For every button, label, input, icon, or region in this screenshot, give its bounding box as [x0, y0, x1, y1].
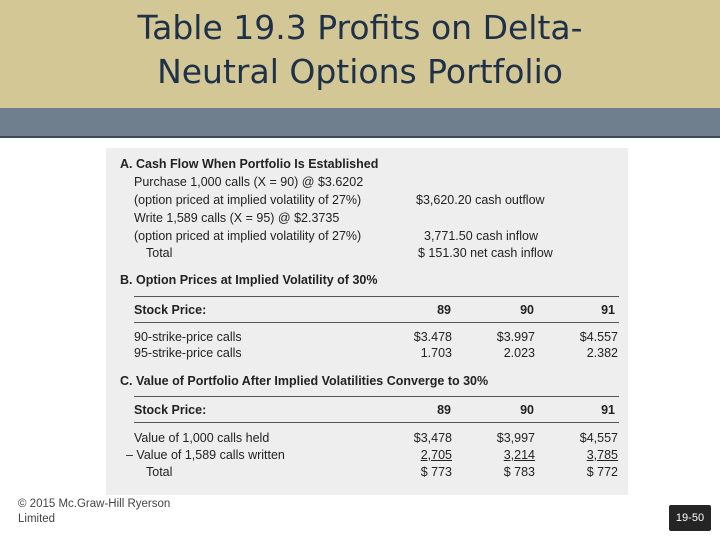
slide-title: Table 19.3 Profits on Delta- Neutral Opt…	[0, 6, 720, 94]
table-row-label: 95-strike-price calls	[134, 346, 242, 360]
section-b-header-rule	[134, 322, 619, 323]
section-c-col-89: 89	[437, 403, 451, 417]
table-cell: 2.023	[503, 346, 535, 360]
slide-title-line-1: Table 19.3 Profits on Delta-	[137, 8, 583, 47]
copyright-line-2: Limited	[18, 513, 56, 525]
table-cell: $3.997	[496, 330, 535, 344]
table-cell: 3,214	[503, 448, 535, 462]
copyright-line-1: © 2015 Mc.Graw-Hill Ryerson	[18, 498, 171, 510]
table-cell: $ 773	[420, 465, 452, 479]
section-a-heading: A. Cash Flow When Portfolio Is Establish…	[120, 157, 379, 171]
section-b-col-89: 89	[437, 303, 451, 317]
title-underbar-line	[0, 136, 720, 138]
slide-title-line-2: Neutral Options Portfolio	[157, 52, 563, 91]
table-cell: 2.382	[586, 346, 618, 360]
table-cell: $3,997	[496, 431, 535, 445]
section-b-col-90: 90	[520, 303, 534, 317]
table-cell: $4,557	[579, 431, 618, 445]
table-cell: 1.703	[420, 346, 452, 360]
section-b-top-rule	[134, 296, 619, 297]
section-c-col-90: 90	[520, 403, 534, 417]
section-a-total-amount: $ 151.30 net cash inflow	[418, 246, 553, 260]
table-cell: 2,705	[420, 448, 452, 462]
section-c-stock-price-label: Stock Price:	[134, 403, 207, 417]
profits-table: A. Cash Flow When Portfolio Is Establish…	[106, 148, 628, 495]
title-band: Table 19.3 Profits on Delta- Neutral Opt…	[0, 0, 720, 109]
purchase-note: (option priced at implied volatility of …	[134, 193, 362, 207]
table-row-label: Value of 1,000 calls held	[134, 431, 270, 445]
table-row-label: 90-strike-price calls	[134, 330, 242, 344]
purchase-amount: $3,620.20 cash outflow	[416, 193, 545, 207]
table-cell: $ 783	[503, 465, 535, 479]
table-cell: $3,478	[413, 431, 452, 445]
section-b-stock-price-label: Stock Price:	[134, 303, 207, 317]
table-cell: 3,785	[586, 448, 618, 462]
purchase-calls-text: Purchase 1,000 calls (X = 90) @ $3.6202	[134, 175, 364, 189]
write-note: (option priced at implied volatility of …	[134, 229, 362, 243]
write-calls-text: Write 1,589 calls (X = 95) @ $2.3735	[134, 211, 340, 225]
section-a-total-label: Total	[146, 246, 173, 260]
section-c-col-91: 91	[601, 403, 615, 417]
table-cell: $ 772	[586, 465, 618, 479]
section-c-heading: C. Value of Portfolio After Implied Vola…	[120, 374, 489, 388]
write-amount: 3,771.50 cash inflow	[424, 229, 538, 243]
table-row-label: – Value of 1,589 calls written	[126, 448, 285, 462]
section-b-col-91: 91	[601, 303, 615, 317]
section-c-top-rule	[134, 396, 619, 397]
table-row-label: Total	[146, 465, 173, 479]
section-b-heading: B. Option Prices at Implied Volatility o…	[120, 273, 378, 287]
page-number-badge: 19-50	[669, 505, 711, 531]
table-cell: $3.478	[413, 330, 452, 344]
table-cell: $4.557	[579, 330, 618, 344]
title-underbar	[0, 108, 720, 136]
copyright-footer: © 2015 Mc.Graw-Hill Ryerson Limited	[18, 497, 198, 527]
section-c-header-rule	[134, 422, 619, 423]
